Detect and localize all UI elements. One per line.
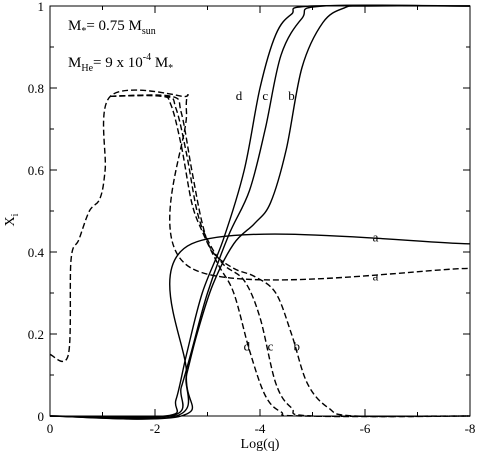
series-line-solid-a xyxy=(49,233,471,420)
x-tick-label: -8 xyxy=(465,421,476,436)
y-tick-label: 0.8 xyxy=(28,81,44,96)
y-tick-label: 1 xyxy=(38,0,45,14)
mass-annotation: M*= 0.75 Msun xyxy=(68,18,156,37)
series-label-solid-a: a xyxy=(373,230,379,245)
series-line-dashed-b xyxy=(110,94,471,418)
series-label-dashed-c: c xyxy=(268,338,274,353)
series-label-solid-d: d xyxy=(236,88,243,103)
series-line-dashed-a xyxy=(49,89,471,363)
series-label-dashed-b: b xyxy=(294,338,301,353)
series-label-solid-b: b xyxy=(288,88,295,103)
series-label-solid-c: c xyxy=(262,88,268,103)
helium-mass-annotation: MHe= 9 x 10-4 M* xyxy=(68,52,173,74)
series-line-dashed-c xyxy=(110,94,471,418)
series-label-dashed-a: a xyxy=(373,269,379,284)
y-axis-label: Xi xyxy=(3,213,21,226)
series-line-solid-c xyxy=(49,4,471,419)
y-tick-label: 0.6 xyxy=(28,163,45,178)
series-line-dashed-d xyxy=(110,94,471,418)
series-label-dashed-d: d xyxy=(244,338,251,353)
x-axis-label: Log(q) xyxy=(241,437,280,452)
x-tick-label: -4 xyxy=(255,421,266,436)
x-tick-label: -2 xyxy=(150,421,161,436)
x-tick-label: -6 xyxy=(360,421,371,436)
x-tick-label: 0 xyxy=(47,421,54,436)
y-tick-label: 0.4 xyxy=(28,245,45,260)
series-line-solid-d xyxy=(49,4,471,418)
y-tick-label: 0 xyxy=(38,409,45,424)
y-tick-label: 0.2 xyxy=(28,327,44,342)
